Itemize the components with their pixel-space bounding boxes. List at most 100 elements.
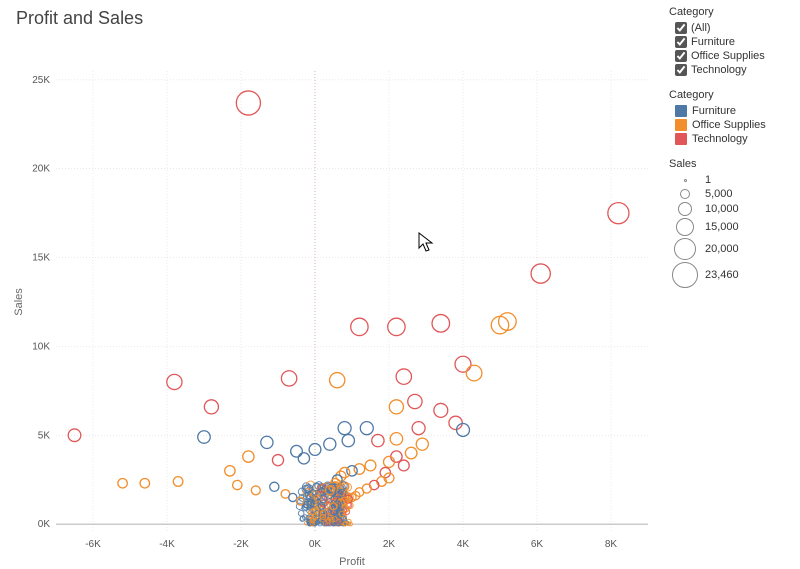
data-point[interactable] xyxy=(531,264,550,283)
data-point[interactable] xyxy=(455,356,471,372)
legend-label: Technology xyxy=(692,133,748,145)
filter-item-furniture[interactable]: Furniture xyxy=(669,35,792,49)
data-point[interactable] xyxy=(167,374,182,389)
filter-label: Office Supplies xyxy=(691,50,765,62)
chart-title: Profit and Sales xyxy=(8,8,665,29)
filter-label: Technology xyxy=(691,64,747,76)
size-legend-label: 15,000 xyxy=(705,221,739,233)
data-point[interactable] xyxy=(198,431,211,444)
data-point[interactable] xyxy=(347,466,357,476)
svg-text:-4K: -4K xyxy=(159,539,175,550)
filter-label: Furniture xyxy=(691,36,735,48)
legend-item-furniture[interactable]: Furniture xyxy=(669,104,792,118)
data-point[interactable] xyxy=(261,436,273,448)
size-legend-item: 23,460 xyxy=(669,261,792,289)
data-point[interactable] xyxy=(243,451,254,462)
data-point[interactable] xyxy=(432,315,450,333)
filter-title: Category xyxy=(669,6,792,18)
size-circle-icon xyxy=(672,262,698,288)
data-point[interactable] xyxy=(405,447,417,459)
data-point[interactable] xyxy=(291,445,303,457)
data-point[interactable] xyxy=(408,394,422,408)
size-legend-label: 1 xyxy=(705,174,711,186)
size-legend-label: 5,000 xyxy=(705,188,733,200)
data-point[interactable] xyxy=(236,91,260,115)
data-point[interactable] xyxy=(289,493,297,501)
size-legend-item: 20,000 xyxy=(669,237,792,261)
filter-checkbox[interactable] xyxy=(675,36,687,48)
size-circle-icon xyxy=(676,218,694,236)
data-point[interactable] xyxy=(365,460,376,471)
data-point[interactable] xyxy=(388,318,405,335)
data-point[interactable] xyxy=(354,464,365,475)
data-point[interactable] xyxy=(412,422,425,435)
filter-item-technology[interactable]: Technology xyxy=(669,63,792,77)
size-legend-item: 15,000 xyxy=(669,217,792,237)
data-point[interactable] xyxy=(398,460,409,471)
data-point[interactable] xyxy=(449,416,462,429)
size-legend-item: 10,000 xyxy=(669,201,792,217)
data-point[interactable] xyxy=(434,403,448,417)
legend-label: Furniture xyxy=(692,105,736,117)
legend-label: Office Supplies xyxy=(692,119,766,131)
data-point[interactable] xyxy=(351,318,368,335)
side-panel: Category (All) Furniture Office Supplies Te… xyxy=(665,0,800,566)
filter-checkbox[interactable] xyxy=(675,64,687,76)
data-point[interactable] xyxy=(372,434,384,446)
size-circle-icon xyxy=(680,189,690,199)
data-point[interactable] xyxy=(204,400,218,414)
filter-checkbox[interactable] xyxy=(675,50,687,62)
legend-item-technology[interactable]: Technology xyxy=(669,132,792,146)
svg-text:20K: 20K xyxy=(32,164,50,175)
data-point[interactable] xyxy=(338,422,351,435)
svg-text:0K: 0K xyxy=(309,539,322,550)
legend-swatch xyxy=(675,119,687,131)
data-point[interactable] xyxy=(396,369,411,384)
data-point[interactable] xyxy=(270,482,279,491)
legend-swatch xyxy=(675,133,687,145)
legend-swatch xyxy=(675,105,687,117)
svg-text:2K: 2K xyxy=(383,539,396,550)
filter-label: (All) xyxy=(691,22,711,34)
data-point[interactable] xyxy=(389,400,403,414)
size-circle-icon xyxy=(674,238,696,260)
color-legend-title: Category xyxy=(669,89,792,101)
data-point[interactable] xyxy=(342,434,354,446)
svg-text:4K: 4K xyxy=(457,539,470,550)
data-point[interactable] xyxy=(140,479,149,488)
size-legend: Sales 15,00010,00015,00020,00023,460 xyxy=(669,158,792,289)
size-legend-title: Sales xyxy=(669,158,792,170)
data-point[interactable] xyxy=(324,438,336,450)
data-point[interactable] xyxy=(272,455,283,466)
size-legend-label: 20,000 xyxy=(705,243,739,255)
filter-checkbox[interactable] xyxy=(675,22,687,34)
size-circle-icon xyxy=(684,179,687,182)
data-point[interactable] xyxy=(118,479,127,488)
data-point[interactable] xyxy=(298,453,309,464)
data-point[interactable] xyxy=(281,371,296,386)
filter-panel: Category (All) Furniture Office Supplies Te… xyxy=(669,6,792,77)
data-point[interactable] xyxy=(390,433,402,445)
svg-text:0K: 0K xyxy=(38,519,51,530)
data-point[interactable] xyxy=(173,477,183,487)
filter-item-all[interactable]: (All) xyxy=(669,21,792,35)
size-legend-item: 1 xyxy=(669,173,792,187)
svg-text:-6K: -6K xyxy=(85,539,101,550)
data-point[interactable] xyxy=(360,422,373,435)
legend-item-office-supplies[interactable]: Office Supplies xyxy=(669,118,792,132)
size-legend-label: 10,000 xyxy=(705,203,739,215)
svg-text:-2K: -2K xyxy=(233,539,249,550)
svg-text:Profit: Profit xyxy=(339,556,365,568)
size-legend-label: 23,460 xyxy=(705,269,739,281)
data-point[interactable] xyxy=(466,365,482,381)
data-point[interactable] xyxy=(225,466,235,476)
data-point[interactable] xyxy=(608,203,629,224)
svg-text:10K: 10K xyxy=(32,341,50,352)
data-point[interactable] xyxy=(416,438,428,450)
scatter-plot[interactable]: -6K-4K-2K0K2K4K6K8K0K5K10K15K20K25KProfi… xyxy=(8,33,673,569)
data-point[interactable] xyxy=(233,480,242,489)
chart-area: Profit and Sales -6K-4K-2K0K2K4K6K8K0K5K… xyxy=(0,0,665,566)
data-point[interactable] xyxy=(330,373,345,388)
data-point[interactable] xyxy=(251,486,260,495)
filter-item-officesupplies[interactable]: Office Supplies xyxy=(669,49,792,63)
